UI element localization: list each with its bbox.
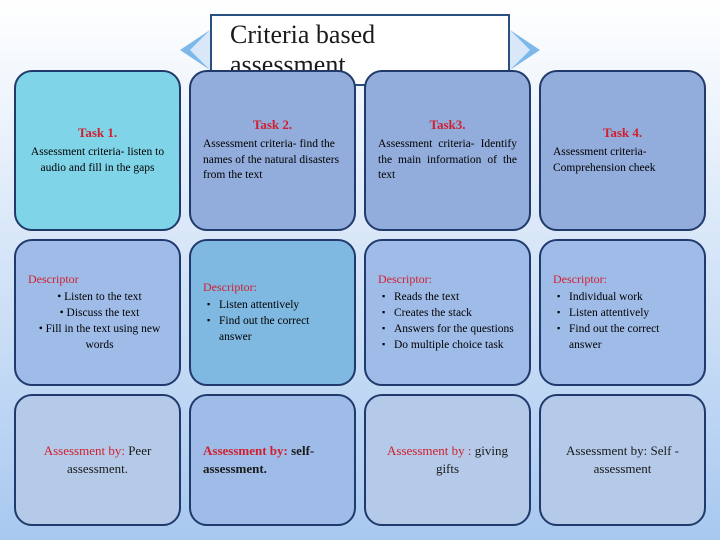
task-3-card: Task3. Assessment criteria- Identify the… [364, 70, 531, 231]
list-item: Find out the correct answer [207, 313, 342, 345]
descriptor-4-list: Individual workListen attentivelyFind ou… [553, 289, 692, 353]
assessment-4-text: Assessment by: Self - assessment [553, 442, 692, 478]
assessment-2-card: Assessment by: self- assessment. [189, 394, 356, 526]
list-item: Answers for the questions [382, 321, 517, 337]
descriptor-2-list: Listen attentivelyFind out the correct a… [203, 297, 342, 345]
task-4-text: Assessment criteria- Comprehension cheek [553, 145, 692, 176]
task-1-text: Assessment criteria- listen to audio and… [28, 145, 167, 176]
list-item: Individual work [557, 289, 692, 305]
descriptor-3-label: Descriptor: [378, 272, 517, 287]
descriptor-2-label: Descriptor: [203, 280, 342, 295]
task-1-card: Task 1. Assessment criteria- listen to a… [14, 70, 181, 231]
descriptor-1-label: Descriptor [28, 272, 167, 287]
assessment-grid: Task 1. Assessment criteria- listen to a… [14, 70, 706, 526]
descriptor-4-label: Descriptor: [553, 272, 692, 287]
task-3-text: Assessment criteria- Identify the main i… [378, 137, 517, 184]
task-4-card: Task 4. Assessment criteria- Comprehensi… [539, 70, 706, 231]
task-2-card: Task 2. Assessment criteria- find the na… [189, 70, 356, 231]
ribbon-right-end [510, 30, 540, 70]
assessment-2-text: Assessment by: self- assessment. [203, 442, 342, 478]
task-1-title: Task 1. [28, 125, 167, 141]
list-item: Reads the text [382, 289, 517, 305]
list-item: Listen attentively [207, 297, 342, 313]
assessment-3-text: Assessment by : giving gifts [378, 442, 517, 478]
descriptor-4-card: Descriptor: Individual workListen attent… [539, 239, 706, 386]
descriptor-3-card: Descriptor: Reads the textCreates the st… [364, 239, 531, 386]
descriptor-2-card: Descriptor: Listen attentivelyFind out t… [189, 239, 356, 386]
descriptor-1-list: Listen to the textDiscuss the textFill i… [28, 289, 167, 353]
ribbon-left-end [180, 30, 210, 70]
assessment-4-card: Assessment by: Self - assessment [539, 394, 706, 526]
assessment-3-card: Assessment by : giving gifts [364, 394, 531, 526]
list-item: Fill in the text using new words [32, 321, 167, 353]
list-item: Creates the stack [382, 305, 517, 321]
descriptor-3-list: Reads the textCreates the stackAnswers f… [378, 289, 517, 353]
list-item: Find out the correct answer [557, 321, 692, 353]
assessment-1-card: Assessment by: Peer assessment. [14, 394, 181, 526]
task-3-title: Task3. [378, 117, 517, 133]
list-item: Discuss the text [32, 305, 167, 321]
task-4-title: Task 4. [553, 125, 692, 141]
task-2-text: Assessment criteria- find the names of t… [203, 137, 342, 184]
descriptor-1-card: Descriptor Listen to the textDiscuss the… [14, 239, 181, 386]
assessment-1-text: Assessment by: Peer assessment. [28, 442, 167, 478]
list-item: Do multiple choice task [382, 337, 517, 353]
list-item: Listen to the text [32, 289, 167, 305]
list-item: Listen attentively [557, 305, 692, 321]
task-2-title: Task 2. [203, 117, 342, 133]
